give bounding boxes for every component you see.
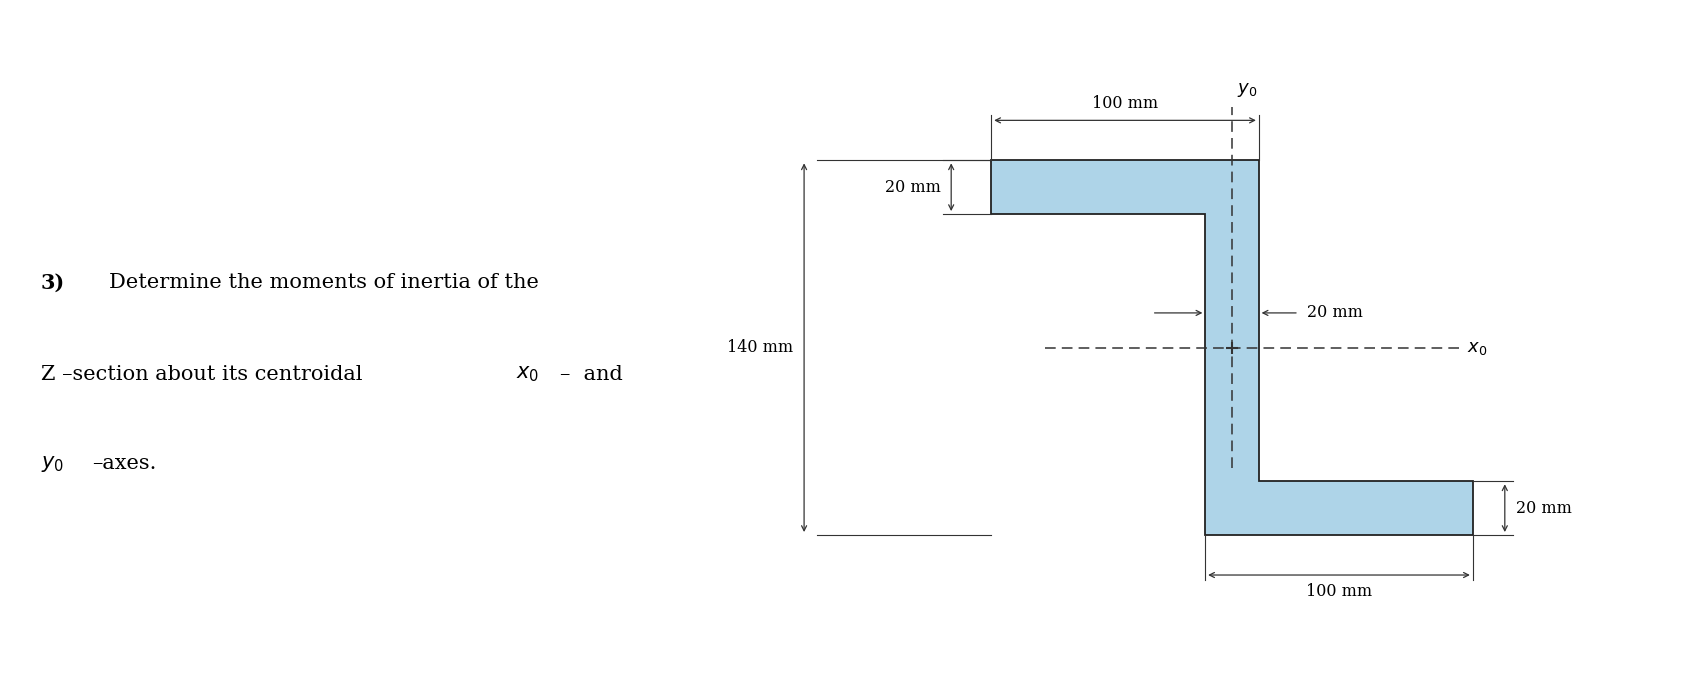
Text: –axes.: –axes. (92, 454, 157, 473)
Text: Z –section about its centroidal: Z –section about its centroidal (41, 365, 369, 384)
Text: 20 mm: 20 mm (1306, 304, 1362, 321)
Text: 20 mm: 20 mm (884, 179, 941, 196)
Text: 3): 3) (41, 273, 65, 293)
Text: $y_0$: $y_0$ (41, 454, 65, 473)
Text: $y_0$: $y_0$ (1236, 81, 1256, 99)
Polygon shape (990, 160, 1471, 535)
Text: 100 mm: 100 mm (1091, 95, 1157, 113)
Text: 20 mm: 20 mm (1514, 500, 1570, 517)
Text: –  and: – and (560, 365, 623, 384)
Text: 100 mm: 100 mm (1306, 583, 1371, 600)
Text: $x_0$: $x_0$ (516, 365, 539, 385)
Text: 140 mm: 140 mm (727, 339, 794, 356)
Text: $x_0$: $x_0$ (1466, 339, 1487, 357)
Text: Determine the moments of inertia of the: Determine the moments of inertia of the (109, 273, 539, 292)
